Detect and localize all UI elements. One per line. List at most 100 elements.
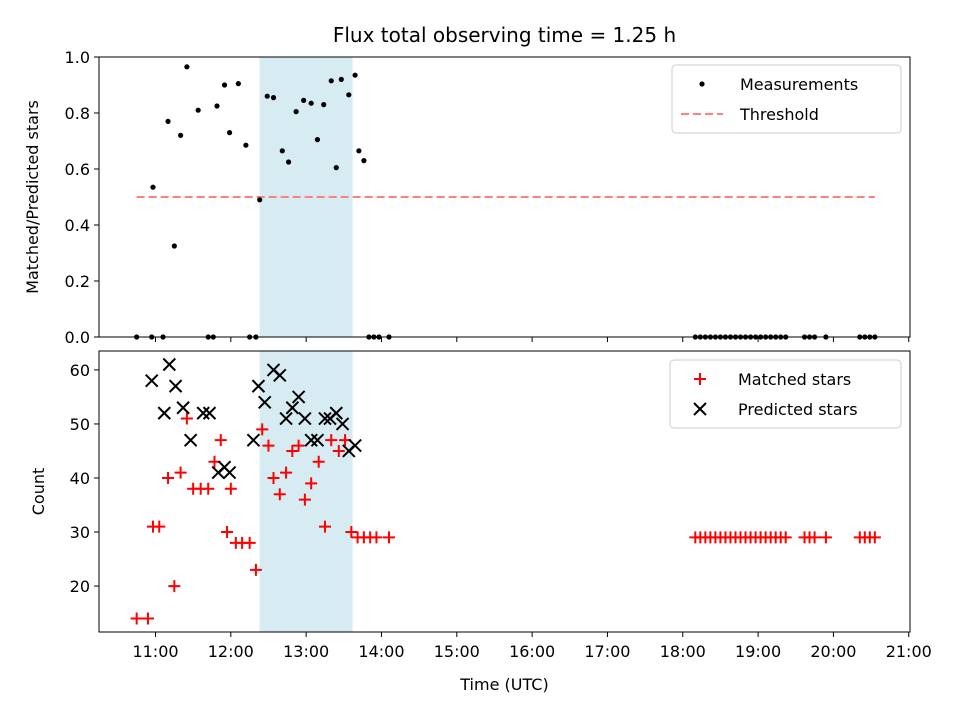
predicted-star-point [258,395,272,410]
x-axis-label: Time (UTC) [459,675,548,694]
y-tick-label: 0.2 [65,272,90,291]
x-tick-label: 19:00 [735,642,781,661]
predicted-star-point [304,433,318,447]
matched-star-point [325,434,338,447]
matched-star-point [280,466,293,479]
predicted-star-point [329,406,343,420]
y-tick-label: 30 [70,523,90,542]
matched-star-point [305,477,318,490]
measurement-point [235,81,241,87]
predicted-star-point [310,433,325,447]
measurement-point [195,107,201,113]
matched-star-point [162,471,175,484]
matched-star-point [868,531,881,544]
matched-star-point [273,488,286,501]
measurement-point [321,102,327,108]
x-tick-label: 18:00 [660,642,706,661]
y-tick-label: 0.8 [65,104,90,123]
measurement-point [338,76,344,82]
measurement-point [243,142,249,148]
predicted-star-point [298,411,312,426]
x-tick-label: 11:00 [132,642,178,661]
measurement-point [285,159,292,165]
x-tick-label: 13:00 [283,642,329,661]
count-y-axis-label: Count [29,468,48,516]
y-tick-label: 1.0 [65,48,90,67]
legend-label: Matched stars [738,370,851,389]
measurement-point [293,109,299,115]
x-tick-label: 20:00 [810,642,856,661]
predicted-star-point [273,368,287,383]
matched-star-point [224,482,237,495]
measurement-point [314,137,321,143]
measurement-point [214,103,220,109]
measurement-point [171,243,177,249]
matched-star-point [141,612,154,625]
predicted-star-point [157,406,171,420]
matched-star-point [312,455,325,468]
x-tick-label: 14:00 [358,642,404,661]
matched-star-point [332,444,345,457]
measurement-point [333,165,339,171]
predicted-star-point [348,438,362,453]
count-y-ticks: 20 30 40 50 60 [70,361,99,596]
predicted-star-point [251,379,266,393]
predicted-star-point [279,411,293,426]
measurement-point [264,93,270,99]
predicted-star-point [145,374,159,388]
legend-label: Measurements [740,75,858,94]
matched-star-point [298,493,311,506]
predicted-star-point [176,401,190,415]
y-tick-label: 0.0 [65,328,90,347]
y-tick-label: 0.6 [65,160,90,179]
predicted-star-point [202,406,217,420]
y-tick-label: 60 [70,361,90,380]
predicted-star-point [222,465,237,480]
measurement-point [270,95,277,101]
predicted-star-point [318,411,332,426]
ratio-axes-frame [98,56,911,338]
predicted-star-point [162,357,177,372]
measurement-point [165,118,171,124]
measurement-point [221,82,228,88]
y-tick-label: 40 [70,469,90,488]
measurement-point [226,130,233,136]
count-axes-frame [98,350,911,633]
matched-star-point [779,531,792,544]
measurement-point [150,184,156,190]
matched-star-point [249,563,262,576]
measurement-point [301,97,307,103]
count-marks [130,357,881,625]
measurement-point [184,64,190,70]
ratio-marks [134,64,878,340]
ratio-y-axis-label: Matched/Predicted stars [23,100,42,294]
x-tick-label: 15:00 [434,642,480,661]
predicted-star-point [183,433,198,447]
matched-star-point [286,444,299,457]
matched-star-point [370,531,383,544]
measurement-point [328,78,334,84]
count-legend: Matched stars Predicted stars [669,359,902,429]
matched-star-point [243,536,256,549]
predicted-star-point [168,379,183,393]
y-tick-label: 50 [70,415,90,434]
predicted-star-point [285,401,300,415]
measurement-point [178,132,184,138]
chart-title: Flux total observing time = 1.25 h [333,23,676,47]
matched-star-point [214,434,227,447]
legend-x-icon [693,402,707,416]
legend-label: Threshold [739,105,819,124]
predicted-star-point [335,417,350,431]
matched-star-point [292,439,305,452]
predicted-star-point [196,406,210,420]
y-tick-label: 20 [70,577,90,596]
matched-star-point [383,531,396,544]
matched-star-point [318,520,331,533]
x-tick-label: 16:00 [509,642,555,661]
count-panel: 20 30 40 50 60 11:00 12:00 13:00 14:00 15:00 16:0… [29,350,932,694]
predicted-star-point [246,433,261,447]
matched-star-point [202,482,215,495]
measurement-point [346,92,352,98]
measurement-point [279,148,285,154]
